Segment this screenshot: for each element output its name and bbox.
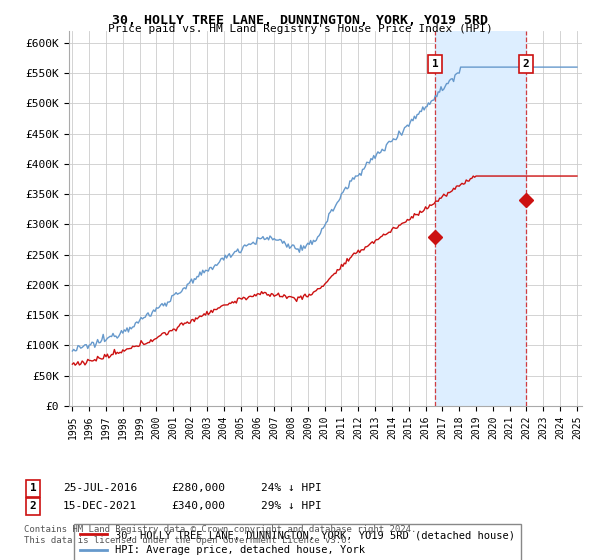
Text: £280,000: £280,000 xyxy=(171,483,225,493)
Text: 15-DEC-2021: 15-DEC-2021 xyxy=(63,501,137,511)
Text: Contains HM Land Registry data © Crown copyright and database right 2024.
This d: Contains HM Land Registry data © Crown c… xyxy=(24,525,416,545)
Text: 29% ↓ HPI: 29% ↓ HPI xyxy=(261,501,322,511)
Text: 24% ↓ HPI: 24% ↓ HPI xyxy=(261,483,322,493)
Text: 1: 1 xyxy=(29,483,37,493)
Text: 2: 2 xyxy=(523,59,529,69)
Text: 30, HOLLY TREE LANE, DUNNINGTON, YORK, YO19 5RD: 30, HOLLY TREE LANE, DUNNINGTON, YORK, Y… xyxy=(112,14,488,27)
Text: 1: 1 xyxy=(431,59,439,69)
Bar xyxy=(435,31,526,406)
Text: 2: 2 xyxy=(29,501,37,511)
Text: Price paid vs. HM Land Registry's House Price Index (HPI): Price paid vs. HM Land Registry's House … xyxy=(107,24,493,34)
Text: 25-JUL-2016: 25-JUL-2016 xyxy=(63,483,137,493)
Text: £340,000: £340,000 xyxy=(171,501,225,511)
Legend: 30, HOLLY TREE LANE, DUNNINGTON, YORK, YO19 5RD (detached house), HPI: Average p: 30, HOLLY TREE LANE, DUNNINGTON, YORK, Y… xyxy=(74,524,521,560)
